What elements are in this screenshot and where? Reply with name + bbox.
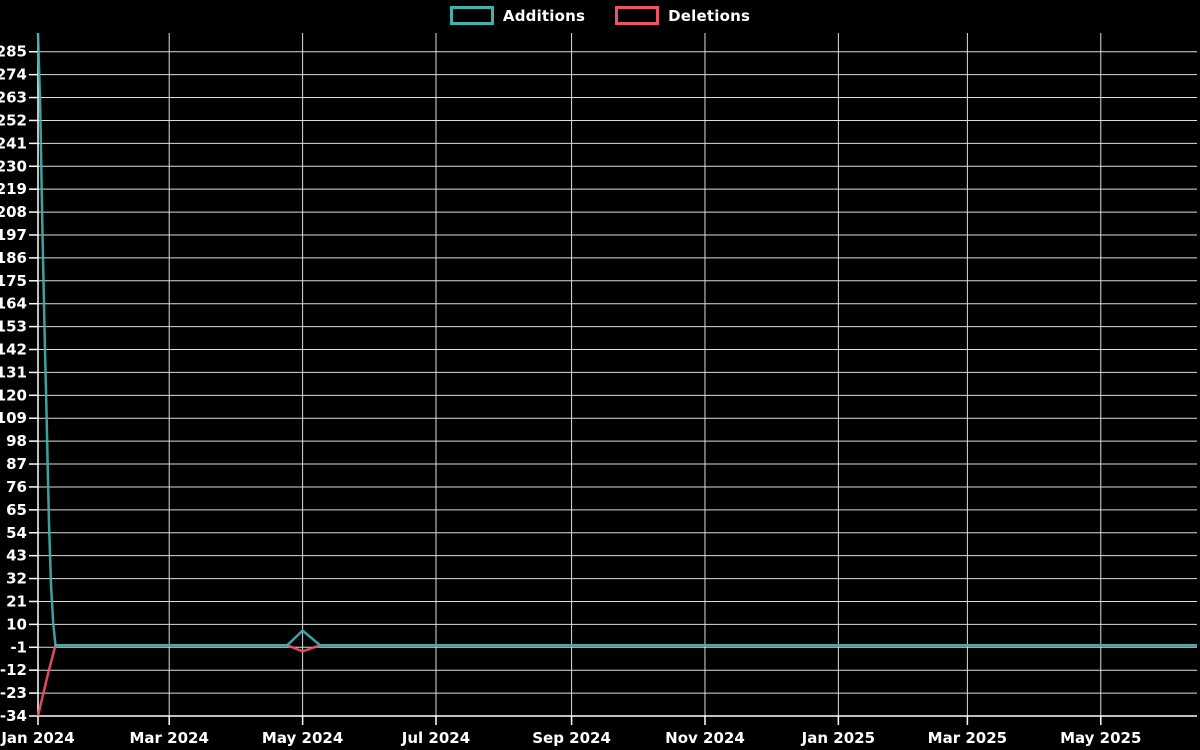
y-tick-label: 219: [0, 180, 27, 198]
y-tick-label: 32: [6, 570, 27, 588]
y-tick-label: 164: [0, 295, 27, 313]
x-tick-label: Sep 2024: [532, 729, 611, 747]
y-tick-label: 208: [0, 203, 27, 221]
y-tick-label: -12: [0, 661, 27, 679]
x-tick-label: May 2024: [262, 729, 343, 747]
y-tick-label: -1: [10, 638, 27, 656]
y-tick-label: 142: [0, 341, 27, 359]
x-tick-label: Mar 2025: [928, 729, 1007, 747]
x-tick-label: May 2025: [1060, 729, 1141, 747]
y-tick-label: 54: [6, 524, 27, 542]
y-tick-label: 109: [0, 409, 27, 427]
x-tick-label: Jan 2025: [801, 729, 875, 747]
y-tick-label: 43: [6, 547, 27, 565]
y-tick-label: 241: [0, 134, 27, 152]
y-tick-label: 252: [0, 111, 27, 129]
deletions-swatch-icon: [615, 6, 660, 25]
y-tick-label: 175: [0, 272, 27, 290]
y-tick-label: 274: [0, 66, 27, 84]
x-tick-label: Mar 2024: [129, 729, 208, 747]
legend-item-additions[interactable]: Additions: [449, 6, 586, 25]
y-tick-label: 153: [0, 318, 27, 336]
legend-label-additions: Additions: [502, 6, 586, 25]
y-tick-label: 186: [0, 249, 27, 267]
series-line-additions: [36, 32, 1197, 647]
y-tick-label: 65: [6, 501, 27, 519]
y-tick-label: 21: [6, 592, 27, 610]
y-tick-label: 120: [0, 386, 27, 404]
y-tick-label: 10: [6, 615, 27, 633]
y-tick-label: 76: [6, 478, 27, 496]
y-tick-label: 263: [0, 89, 27, 107]
additions-swatch-icon: [449, 6, 494, 25]
y-tick-label: 230: [0, 157, 27, 175]
x-tick-label: Jul 2024: [401, 729, 470, 747]
y-tick-label: -23: [0, 684, 27, 702]
x-tick-label: Nov 2024: [665, 729, 745, 747]
y-tick-label: 87: [6, 455, 27, 473]
legend-label-deletions: Deletions: [668, 6, 751, 25]
legend-item-deletions[interactable]: Deletions: [615, 6, 750, 25]
y-tick-label: -34: [0, 707, 27, 725]
y-tick-label: 131: [0, 363, 27, 381]
x-tick-label: Jan 2024: [0, 729, 74, 747]
series-line-deletions: [36, 643, 1197, 717]
legend: Additions Deletions: [0, 6, 1200, 25]
y-tick-label: 98: [6, 432, 27, 450]
y-tick-label: 285: [0, 43, 27, 61]
y-tick-label: 197: [0, 226, 27, 244]
